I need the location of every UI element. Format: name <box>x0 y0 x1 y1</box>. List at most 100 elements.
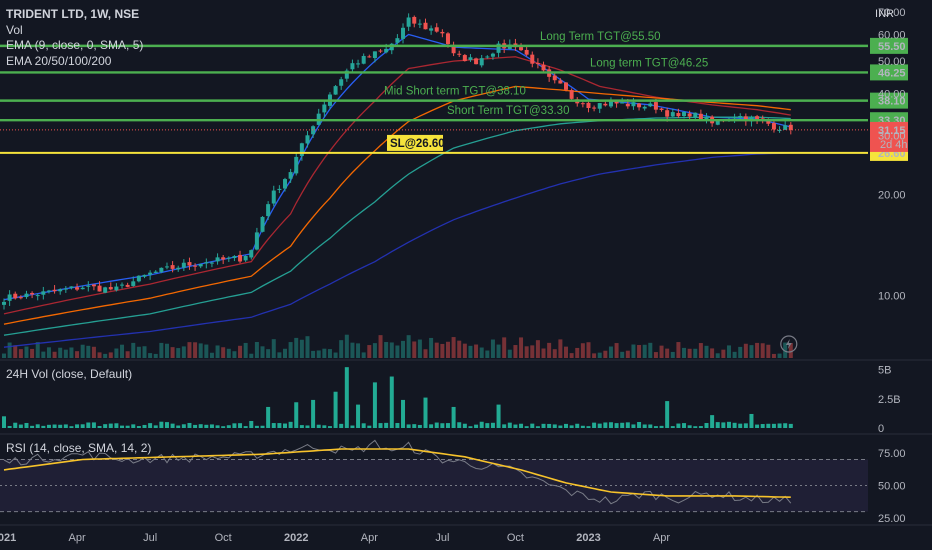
volume-bar <box>710 348 715 358</box>
vol24-bar <box>558 425 563 428</box>
candle-body <box>485 56 490 58</box>
vol24-bar <box>2 416 6 428</box>
candle-body <box>86 285 91 287</box>
vol24-bar <box>625 422 630 428</box>
volume-bar <box>519 337 524 358</box>
vol24-bar <box>35 424 40 428</box>
candle-body <box>215 257 220 262</box>
candle-body <box>541 64 546 71</box>
volume-bar <box>221 347 226 358</box>
candle-body <box>142 274 147 277</box>
time-tick-label: 2022 <box>284 532 308 544</box>
volume-bar <box>777 353 782 358</box>
vol24-bar <box>580 425 585 428</box>
vol24-bar <box>659 425 664 428</box>
candle-body <box>18 297 23 299</box>
candle-body <box>344 70 349 79</box>
time-tick-label: Apr <box>361 532 378 544</box>
candle-body <box>35 295 40 297</box>
candle-body <box>653 102 658 110</box>
volume-bar <box>665 348 670 358</box>
candle-body <box>204 262 209 264</box>
vol24-bar <box>474 424 479 428</box>
vol24-bar <box>417 424 422 428</box>
volume-bar <box>434 342 439 358</box>
volume-bar <box>524 346 529 358</box>
volume-bar <box>260 346 265 358</box>
vol24-bar <box>327 426 332 428</box>
volume-bar <box>322 348 327 358</box>
vol24-bar <box>665 401 670 428</box>
volume-bar <box>608 346 613 358</box>
level-axis-tag-bg <box>870 37 908 54</box>
time-tick-label: Jul <box>143 532 157 544</box>
price-tick-label: 10.00 <box>878 290 906 302</box>
symbol-title[interactable]: TRIDENT LTD, 1W, NSE <box>6 7 140 21</box>
candle-body <box>288 172 293 179</box>
volume-bar <box>580 343 585 358</box>
candle-body <box>496 43 501 53</box>
vol24-tick-label: 2.5B <box>878 394 901 406</box>
volume-bar <box>305 336 310 358</box>
volume-bar <box>513 345 518 358</box>
volume-bar <box>187 342 192 358</box>
vol24-bar <box>91 422 96 428</box>
volume-bar <box>698 343 703 358</box>
rsi-tick-label: 75.00 <box>878 448 906 460</box>
vol24-bar <box>80 424 85 428</box>
candle-body <box>333 86 338 95</box>
ema-line-4 <box>3 116 791 336</box>
volume-bar <box>75 351 80 358</box>
volume-bar <box>142 346 147 358</box>
legend-vol[interactable]: Vol <box>6 22 23 37</box>
volume-bar <box>783 342 788 358</box>
volume-bar <box>125 351 130 358</box>
rsi-legend[interactable]: RSI (14, close, SMA, 14, 2) <box>6 441 152 455</box>
volume-bar <box>575 347 580 358</box>
candle-body <box>181 262 186 268</box>
rsi-tick-label: 50.00 <box>878 481 906 493</box>
candle-body <box>198 264 203 267</box>
vol24-bar <box>541 423 546 428</box>
vol24-bar <box>429 424 434 428</box>
volume-bar <box>288 342 293 358</box>
vol24-bar <box>164 422 169 428</box>
vol24-bar <box>108 423 113 428</box>
candle-body <box>564 82 568 90</box>
vol24-bar <box>260 425 265 428</box>
time-axis: 2021 Apr Jul Oct 2022 Apr Jul Oct 2023 Apr <box>0 335 798 544</box>
candle-body <box>91 284 96 287</box>
volume-bar <box>502 337 507 358</box>
vol24-bar <box>575 423 580 428</box>
volume-bar <box>148 353 153 358</box>
price-levels: Long Term TGT@55.50 55.50 Long term TGT@46… <box>0 31 908 161</box>
vol24-bar <box>350 425 355 428</box>
last-price-tag-bg <box>870 121 908 152</box>
vol24-bar <box>743 423 748 428</box>
vol24-bar <box>721 422 726 428</box>
volume-bar <box>198 343 203 358</box>
level-axis-tag: 46.25 <box>878 67 906 79</box>
price-tick-label: 70.00 <box>878 7 906 19</box>
volume-bar <box>176 348 181 358</box>
time-tick-label: 2021 <box>0 532 16 544</box>
vol24-bar <box>142 424 147 428</box>
candle-body <box>108 287 113 290</box>
candle-body <box>7 294 12 301</box>
vol24-legend[interactable]: 24H Vol (close, Default) <box>6 367 133 381</box>
volume-bar <box>423 349 428 358</box>
volume-bar <box>547 342 552 358</box>
candle-body <box>120 284 125 286</box>
vol24-bar <box>648 424 653 428</box>
candle-body <box>783 125 788 130</box>
vol24-bar <box>457 422 462 428</box>
vol24-bar <box>653 426 658 428</box>
volume-bar <box>586 342 591 358</box>
candle-body <box>620 102 625 104</box>
volume-24h-pane: 5B 2.5B 0 <box>2 365 901 435</box>
legend-ema9[interactable]: EMA (9, close, 0, SMA, 5) <box>6 38 144 52</box>
vol24-bar <box>254 425 259 428</box>
legend-ema-multi[interactable]: EMA 20/50/100/200 <box>6 53 112 68</box>
volume-bar <box>69 347 74 358</box>
